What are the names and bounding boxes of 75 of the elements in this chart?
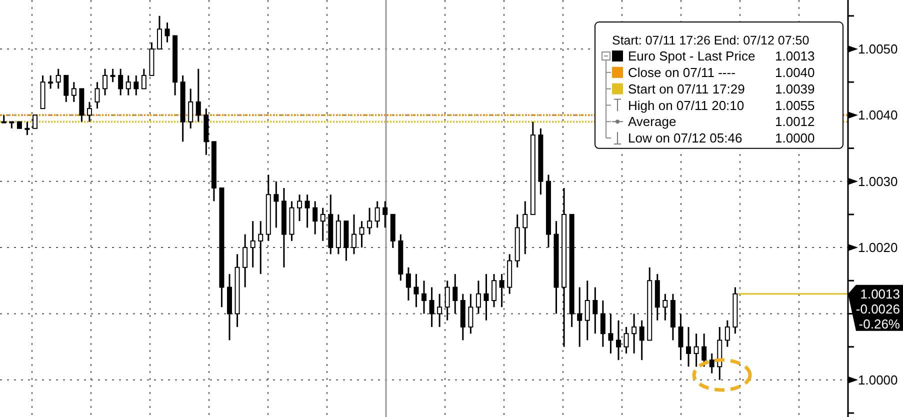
text: High on 07/11 20:10 1.0055	[628, 98, 815, 113]
candlestick	[662, 293, 668, 322]
candlestick	[188, 88, 194, 130]
candlestick	[141, 68, 146, 90]
y-tick-label: 1.0020	[858, 240, 898, 256]
candlestick	[577, 286, 582, 348]
candlestick	[709, 352, 714, 374]
text: Average 1.0012	[628, 114, 815, 130]
candlestick	[320, 207, 326, 242]
y-tick-label: 1.0000	[858, 372, 898, 388]
candlestick	[616, 320, 621, 361]
candlestick	[196, 68, 201, 123]
candlestick	[94, 81, 100, 110]
text: Close on 07/11 ---- 1.0040	[628, 64, 815, 80]
candlestick	[639, 320, 644, 361]
candlestick	[24, 121, 30, 136]
candlestick	[126, 74, 131, 96]
candlestick	[422, 280, 426, 314]
text: Low on 07/12 05:46 1.0000	[628, 130, 815, 146]
candlestick	[414, 273, 419, 308]
y-tick-label: 1.0040	[858, 108, 898, 123]
candlestick	[694, 332, 699, 368]
annotation: 1.0013	[775, 48, 815, 64]
candlestick	[304, 194, 310, 228]
candlestick	[1, 114, 6, 124]
candlestick	[452, 273, 458, 314]
candlestick	[632, 312, 637, 354]
candlestick	[359, 220, 364, 248]
candlestick	[678, 312, 684, 361]
candlestick	[64, 74, 69, 103]
y-tick-label: 1.0030	[858, 174, 898, 189]
candlestick	[86, 101, 92, 123]
legend-label: Euro Spot - Last Price	[628, 48, 756, 64]
candlestick	[382, 200, 388, 228]
candlestick	[250, 220, 256, 268]
candlestick	[702, 332, 707, 368]
candlestick	[499, 273, 504, 308]
text: Start on 07/11 17:29 1.0039	[628, 81, 815, 96]
candlestick	[102, 68, 108, 96]
candlestick	[492, 273, 497, 308]
candlestick	[242, 234, 248, 288]
candlestick	[110, 68, 116, 83]
candlestick	[118, 68, 124, 96]
candlestick	[592, 286, 598, 334]
legend-title: Start: 07/11 17:26 End: 07/12 07:50	[612, 33, 810, 48]
candlestick	[258, 220, 264, 275]
candlestick	[297, 194, 302, 222]
candlestick	[484, 273, 489, 322]
candlestick	[312, 200, 318, 236]
candlestick	[374, 200, 380, 228]
candlestick	[56, 68, 61, 90]
candlestick	[476, 280, 481, 314]
candlestick	[134, 74, 139, 96]
candlestick	[351, 214, 356, 255]
text: 1.0013 -0.0026 -0.26%	[856, 286, 900, 332]
candlestick	[522, 200, 528, 255]
candlestick	[156, 15, 162, 50]
candlestick	[624, 326, 629, 354]
candlestick	[406, 266, 411, 302]
candlestick	[32, 114, 38, 129]
candlestick	[686, 326, 692, 368]
candlestick	[429, 286, 434, 328]
candlestick	[71, 81, 76, 103]
candlestick	[608, 312, 614, 354]
candlestick	[468, 293, 474, 334]
candlestick	[724, 320, 730, 348]
candlestick	[437, 293, 442, 328]
candlestick	[584, 280, 590, 341]
candlestick	[274, 180, 279, 228]
y-tick-label: 1.0050	[858, 42, 898, 57]
candlestick	[48, 74, 54, 90]
candlestick	[444, 280, 450, 322]
candlestick	[367, 207, 372, 236]
candlestick	[600, 300, 606, 348]
candlestick	[164, 22, 170, 44]
